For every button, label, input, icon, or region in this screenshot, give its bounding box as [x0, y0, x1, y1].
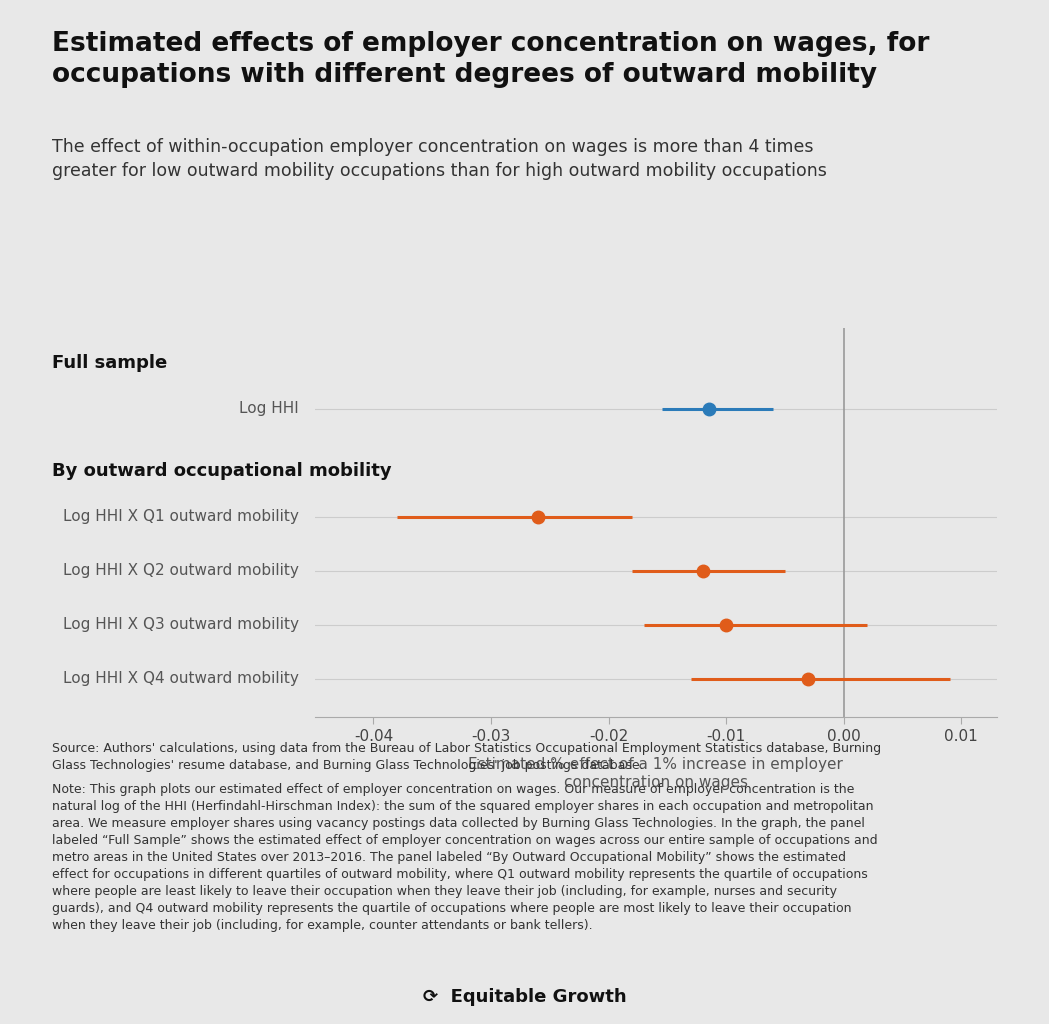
Text: Log HHI X Q2 outward mobility: Log HHI X Q2 outward mobility — [63, 563, 299, 579]
Text: Log HHI X Q3 outward mobility: Log HHI X Q3 outward mobility — [63, 617, 299, 633]
Text: Full sample: Full sample — [52, 354, 168, 372]
Text: Estimated effects of employer concentration on wages, for
occupations with diffe: Estimated effects of employer concentrat… — [52, 31, 929, 88]
Text: ⟳  Equitable Growth: ⟳ Equitable Growth — [423, 987, 626, 1006]
Text: By outward occupational mobility: By outward occupational mobility — [52, 462, 392, 480]
Text: Log HHI: Log HHI — [239, 401, 299, 416]
Text: Log HHI X Q4 outward mobility: Log HHI X Q4 outward mobility — [63, 672, 299, 686]
X-axis label: Estimated % effect of a 1% increase in employer
concentration on wages: Estimated % effect of a 1% increase in e… — [468, 758, 843, 790]
Text: Source: Authors' calculations, using data from the Bureau of Labor Statistics Oc: Source: Authors' calculations, using dat… — [52, 742, 881, 772]
Text: Log HHI X Q1 outward mobility: Log HHI X Q1 outward mobility — [63, 509, 299, 524]
Text: The effect of within-occupation employer concentration on wages is more than 4 t: The effect of within-occupation employer… — [52, 138, 828, 180]
Text: Note: This graph plots our estimated effect of employer concentration on wages. : Note: This graph plots our estimated eff… — [52, 783, 878, 933]
